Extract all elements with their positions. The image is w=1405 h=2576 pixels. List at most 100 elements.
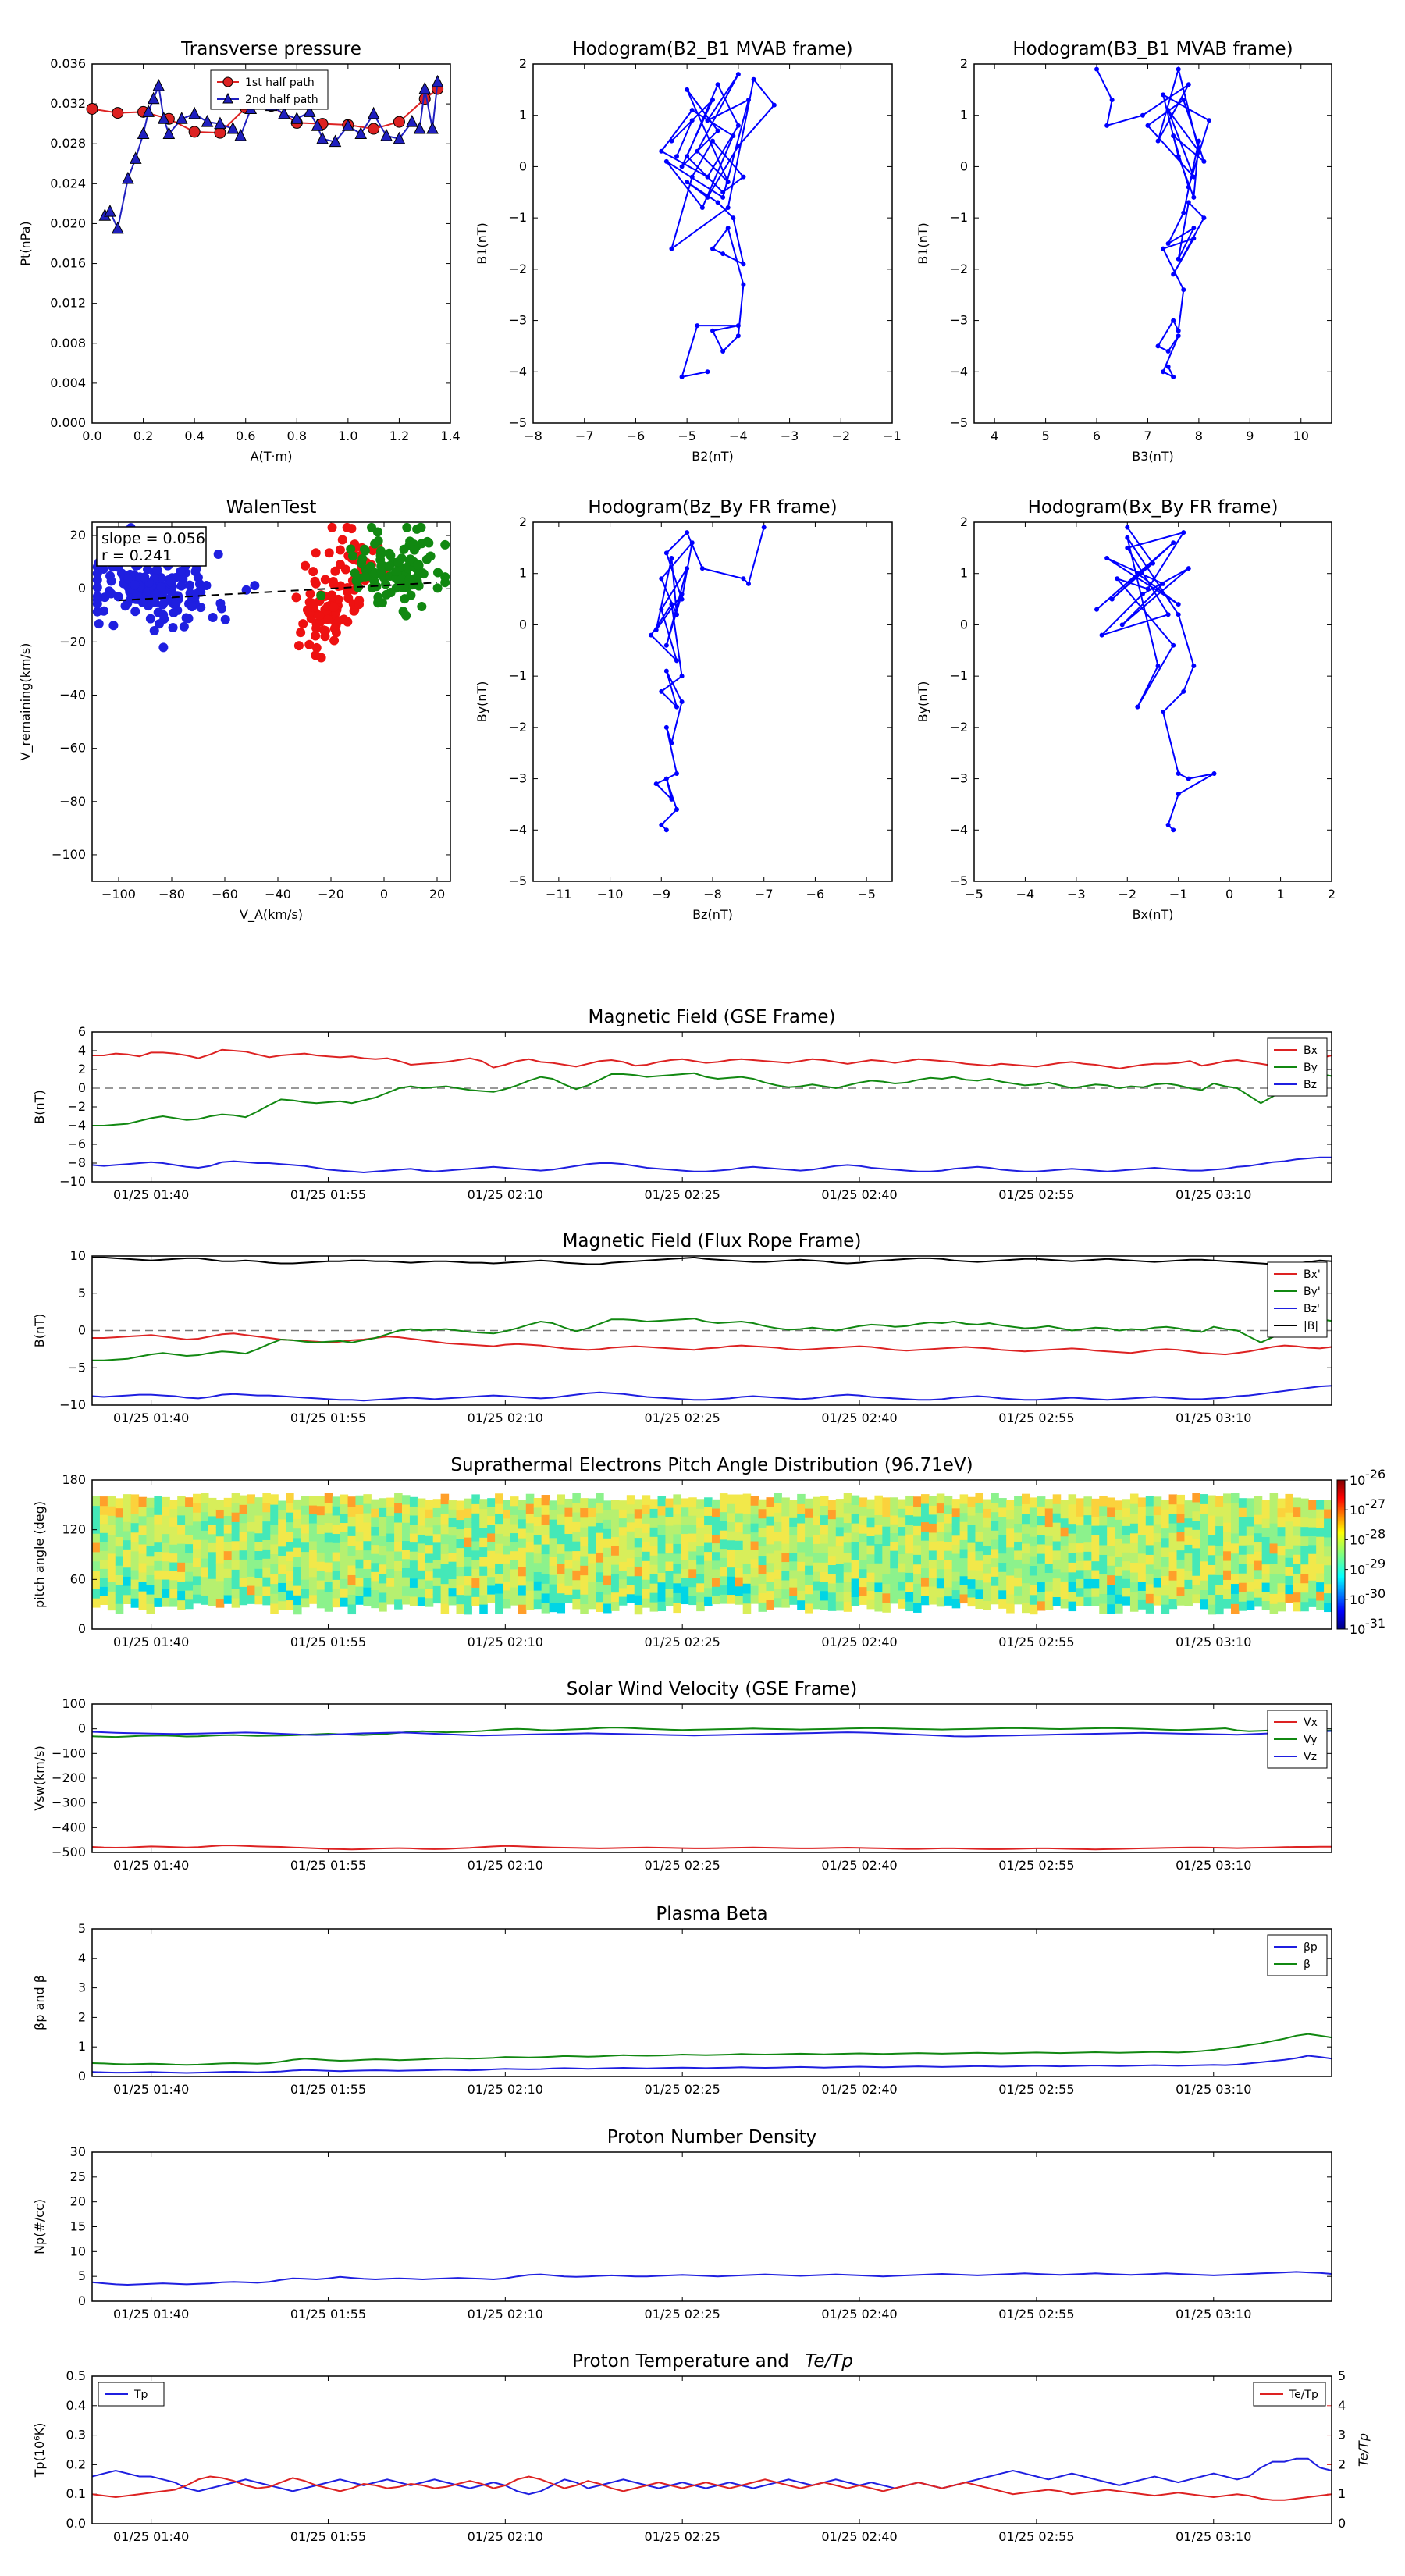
heatmap-cell xyxy=(1324,1546,1332,1557)
heatmap-cell xyxy=(1107,1517,1115,1528)
heatmap-cell xyxy=(774,1502,782,1513)
heatmap-cell xyxy=(882,1564,891,1574)
y-tick-label-right: 4 xyxy=(1338,2398,1346,2413)
heatmap-cell xyxy=(247,1503,256,1514)
heatmap-cell xyxy=(827,1592,837,1603)
y-tick-label: 1 xyxy=(78,2039,86,2054)
heatmap-cell xyxy=(673,1563,681,1574)
heatmap-cell xyxy=(1029,1526,1038,1537)
heatmap-cell xyxy=(162,1506,170,1516)
data-point xyxy=(1171,133,1176,138)
heatmap-cell xyxy=(835,1499,845,1509)
chart-panel: 01/25 01:40 01/25 01:55 01/25 02:10 01/25 0… xyxy=(32,2127,1332,2322)
heatmap-cell xyxy=(1115,1603,1123,1614)
heatmap-cell xyxy=(1076,1587,1085,1597)
heatmap-cell xyxy=(146,1546,155,1557)
data-point xyxy=(1191,226,1197,231)
annotation-frame xyxy=(96,526,207,567)
heatmap-cell xyxy=(293,1509,302,1519)
heatmap-cell xyxy=(1223,1541,1232,1552)
heatmap-cell xyxy=(1230,1493,1240,1503)
heatmap-cell xyxy=(1238,1498,1247,1508)
heatmap-cell xyxy=(1161,1585,1170,1596)
x-tick-label: −5 xyxy=(678,429,696,443)
heatmap-cell xyxy=(719,1511,728,1521)
heatmap-cell xyxy=(1029,1556,1038,1567)
data-point xyxy=(1176,612,1181,617)
data-point xyxy=(368,123,380,135)
heatmap-cell xyxy=(278,1582,286,1592)
heatmap-cell xyxy=(758,1564,767,1574)
heatmap-cell xyxy=(247,1585,256,1596)
heatmap-cell xyxy=(913,1544,922,1555)
scatter-point xyxy=(320,575,330,585)
heatmap-cell xyxy=(541,1553,550,1564)
heatmap-cell xyxy=(1137,1562,1147,1573)
heatmap-cell xyxy=(851,1569,860,1579)
heatmap-cell xyxy=(332,1496,341,1507)
data-point xyxy=(413,121,426,134)
heatmap-cell xyxy=(247,1539,256,1550)
heatmap-cell xyxy=(541,1603,550,1614)
scatter-point xyxy=(402,522,412,532)
heatmap-cell xyxy=(991,1557,999,1568)
heatmap-cell xyxy=(588,1517,596,1527)
heatmap-cell xyxy=(913,1506,922,1517)
heatmap-cell xyxy=(316,1589,325,1599)
heatmap-cell xyxy=(308,1550,318,1560)
heatmap-cell xyxy=(805,1565,813,1575)
y-tick-label: −2 xyxy=(949,720,968,735)
heatmap-cell xyxy=(905,1534,914,1545)
heatmap-cell xyxy=(991,1530,999,1540)
series-line xyxy=(660,73,776,379)
heatmap-cell xyxy=(719,1493,728,1503)
heatmap-cell xyxy=(394,1589,403,1600)
scatter-point xyxy=(417,539,427,549)
heatmap-cell xyxy=(991,1567,999,1577)
scatter-point xyxy=(405,554,415,564)
heatmap-cell xyxy=(735,1521,744,1532)
data-point xyxy=(669,796,674,802)
heatmap-cell xyxy=(750,1558,759,1568)
heatmap-cell xyxy=(1308,1517,1317,1528)
data-point xyxy=(1176,602,1181,607)
heatmap-cell xyxy=(580,1527,589,1537)
heatmap-cell xyxy=(758,1508,767,1519)
heatmap-cell xyxy=(1223,1532,1232,1542)
heatmap-cell xyxy=(286,1512,294,1523)
heatmap-cell xyxy=(1308,1544,1317,1554)
heatmap-cell xyxy=(471,1513,480,1523)
heatmap-cell xyxy=(340,1503,349,1514)
scatter-point xyxy=(376,567,386,577)
data-point xyxy=(1094,607,1100,612)
heatmap-cell xyxy=(859,1560,868,1570)
heatmap-cell xyxy=(758,1574,767,1584)
heatmap-cell xyxy=(286,1532,294,1542)
heatmap-cell xyxy=(928,1505,937,1515)
scatter-point xyxy=(337,535,347,545)
y-tick-label: 2 xyxy=(519,514,527,529)
heatmap-cell xyxy=(479,1566,488,1576)
heatmap-cell xyxy=(983,1554,991,1564)
heatmap-cell xyxy=(1068,1582,1077,1592)
heatmap-cell xyxy=(618,1578,628,1589)
heatmap-cell xyxy=(324,1493,333,1503)
scatter-point xyxy=(440,578,450,588)
heatmap-cell xyxy=(386,1595,395,1605)
heatmap-cell xyxy=(603,1584,612,1595)
data-point xyxy=(695,148,700,154)
heatmap-cell xyxy=(363,1494,372,1504)
heatmap-cell xyxy=(1238,1507,1247,1517)
scatter-point xyxy=(302,605,312,615)
heatmap-cell xyxy=(448,1526,457,1536)
heatmap-cell xyxy=(409,1506,418,1516)
chart-title: Hodogram(B3_B1 MVAB frame) xyxy=(1012,39,1293,59)
heatmap-cell xyxy=(928,1523,937,1533)
heatmap-cell xyxy=(642,1560,651,1571)
heatmap-cell xyxy=(618,1509,628,1519)
data-point xyxy=(1161,369,1166,375)
x-tick-label: −80 xyxy=(158,887,185,902)
scatter-point xyxy=(154,619,164,629)
heatmap-cell xyxy=(781,1579,790,1590)
x-tick-label: 01/25 01:55 xyxy=(290,1858,366,1873)
